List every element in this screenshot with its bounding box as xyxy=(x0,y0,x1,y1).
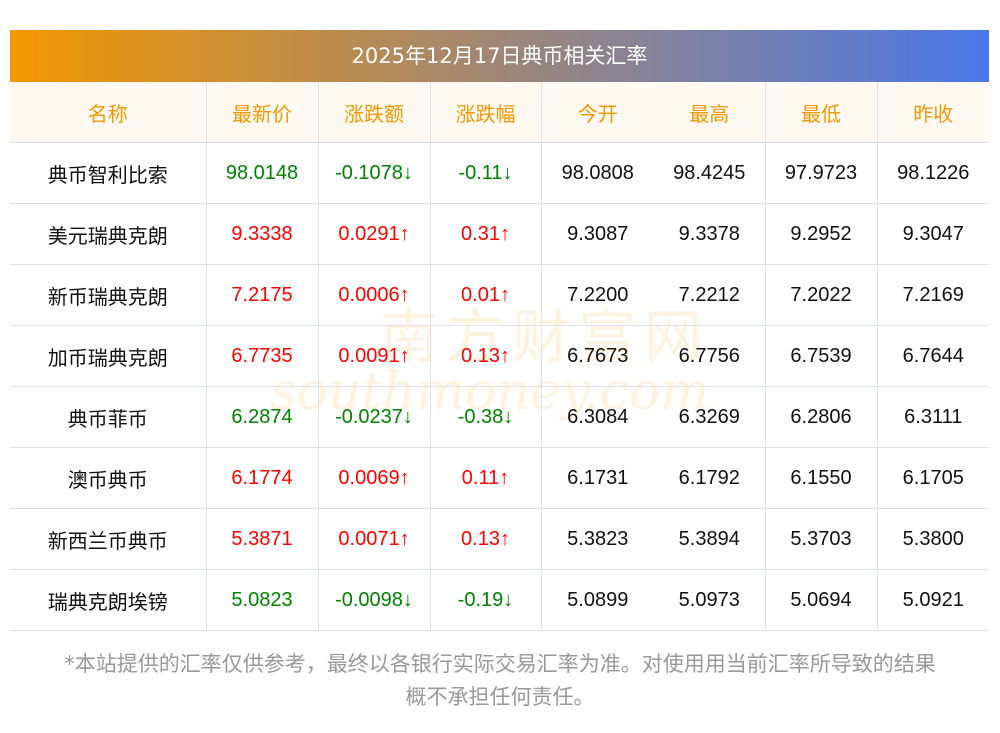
prev-close: 9.3047 xyxy=(876,203,989,265)
column-header-open-price: 今开 xyxy=(540,82,654,143)
change-percent: 0.13↑ xyxy=(429,325,541,387)
table-row: 新西兰币典币 5.3871 0.0071↑ 0.13↑ 5.3823 5.3894 5.37… xyxy=(10,508,989,570)
open-price: 6.7673 xyxy=(540,325,654,387)
column-header-currency-name: 名称 xyxy=(10,82,206,143)
change-amount: 0.0006↑ xyxy=(317,264,430,326)
currency-name: 典币智利比索 xyxy=(10,142,206,204)
change-percent: 0.11↑ xyxy=(429,447,541,509)
high-price: 5.0973 xyxy=(654,569,765,631)
prev-close: 98.1226 xyxy=(876,142,989,204)
currency-name: 美元瑞典克朗 xyxy=(10,203,206,265)
table-row: 典币智利比索 98.0148 -0.1078↓ -0.11↓ 98.0808 98.424… xyxy=(10,142,989,204)
change-percent: -0.19↓ xyxy=(429,569,541,631)
low-price: 9.2952 xyxy=(764,203,877,265)
change-amount: -0.1078↓ xyxy=(317,142,430,204)
latest-price: 6.7735 xyxy=(205,325,318,387)
latest-price: 5.3871 xyxy=(205,508,318,570)
prev-close: 7.2169 xyxy=(876,264,989,326)
change-amount: -0.0237↓ xyxy=(317,386,430,448)
column-header-change-percent: 涨跌幅 xyxy=(429,82,541,143)
disclaimer-line-2: 概不承担任何责任。 xyxy=(405,685,595,709)
disclaimer: *本站提供的汇率仅供参考，最终以各银行实际交易汇率为准。对使用用当前汇率所导致的… xyxy=(0,648,1000,714)
column-header-high-price: 最高 xyxy=(654,82,765,143)
prev-close: 5.3800 xyxy=(876,508,989,570)
change-percent: 0.01↑ xyxy=(429,264,541,326)
currency-name: 新西兰币典币 xyxy=(10,508,206,570)
column-header-change-amount: 涨跌额 xyxy=(317,82,430,143)
table-row: 加币瑞典克朗 6.7735 0.0091↑ 0.13↑ 6.7673 6.7756 6.75… xyxy=(10,325,989,387)
change-amount: 0.0091↑ xyxy=(317,325,430,387)
change-amount: 0.0069↑ xyxy=(317,447,430,509)
open-price: 5.3823 xyxy=(540,508,654,570)
table-row: 典币菲币 6.2874 -0.0237↓ -0.38↓ 6.3084 6.3269 6.28… xyxy=(10,386,989,448)
prev-close: 6.1705 xyxy=(876,447,989,509)
open-price: 5.0899 xyxy=(540,569,654,631)
open-price: 6.1731 xyxy=(540,447,654,509)
table-row: 新币瑞典克朗 7.2175 0.0006↑ 0.01↑ 7.2200 7.2212 7.20… xyxy=(10,264,989,326)
column-header-low-price: 最低 xyxy=(764,82,877,143)
table-row: 澳币典币 6.1774 0.0069↑ 0.11↑ 6.1731 6.1792 6.1550… xyxy=(10,447,989,509)
currency-name: 新币瑞典克朗 xyxy=(10,264,206,326)
disclaimer-line-1: *本站提供的汇率仅供参考，最终以各银行实际交易汇率为准。对使用用当前汇率所导致的… xyxy=(64,652,936,676)
prev-close: 6.3111 xyxy=(876,386,989,448)
low-price: 97.9723 xyxy=(764,142,877,204)
header-row: 名称 最新价 涨跌额 涨跌幅 今开 最高 最低 昨收 xyxy=(10,82,989,143)
high-price: 9.3378 xyxy=(654,203,765,265)
latest-price: 98.0148 xyxy=(205,142,318,204)
low-price: 6.2806 xyxy=(764,386,877,448)
table-title: 2025年12月17日典币相关汇率 xyxy=(10,30,989,82)
open-price: 9.3087 xyxy=(540,203,654,265)
low-price: 6.1550 xyxy=(764,447,877,509)
change-percent: -0.11↓ xyxy=(429,142,541,204)
high-price: 98.4245 xyxy=(654,142,765,204)
low-price: 5.0694 xyxy=(764,569,877,631)
low-price: 5.3703 xyxy=(764,508,877,570)
open-price: 7.2200 xyxy=(540,264,654,326)
change-amount: -0.0098↓ xyxy=(317,569,430,631)
change-percent: -0.38↓ xyxy=(429,386,541,448)
latest-price: 7.2175 xyxy=(205,264,318,326)
low-price: 7.2022 xyxy=(764,264,877,326)
latest-price: 9.3338 xyxy=(205,203,318,265)
rate-table: 名称 最新价 涨跌额 涨跌幅 今开 最高 最低 昨收 典币智利比索 98.0148 -0.1078… xyxy=(10,82,989,631)
high-price: 7.2212 xyxy=(654,264,765,326)
high-price: 6.7756 xyxy=(654,325,765,387)
currency-name: 加币瑞典克朗 xyxy=(10,325,206,387)
rate-table-card: 2025年12月17日典币相关汇率 名称 最新价 涨跌额 涨跌幅 今开 最高 最低 昨收 典币… xyxy=(10,30,989,631)
latest-price: 5.0823 xyxy=(205,569,318,631)
high-price: 6.1792 xyxy=(654,447,765,509)
low-price: 6.7539 xyxy=(764,325,877,387)
change-amount: 0.0291↑ xyxy=(317,203,430,265)
latest-price: 6.1774 xyxy=(205,447,318,509)
change-amount: 0.0071↑ xyxy=(317,508,430,570)
currency-name: 澳币典币 xyxy=(10,447,206,509)
open-price: 6.3084 xyxy=(540,386,654,448)
column-header-latest-price: 最新价 xyxy=(205,82,318,143)
prev-close: 5.0921 xyxy=(876,569,989,631)
column-header-prev-close: 昨收 xyxy=(876,82,989,143)
currency-name: 典币菲币 xyxy=(10,386,206,448)
high-price: 6.3269 xyxy=(654,386,765,448)
change-percent: 0.13↑ xyxy=(429,508,541,570)
open-price: 98.0808 xyxy=(540,142,654,204)
table-row: 瑞典克朗埃镑 5.0823 -0.0098↓ -0.19↓ 5.0899 5.0973 5.… xyxy=(10,569,989,631)
latest-price: 6.2874 xyxy=(205,386,318,448)
currency-name: 瑞典克朗埃镑 xyxy=(10,569,206,631)
change-percent: 0.31↑ xyxy=(429,203,541,265)
prev-close: 6.7644 xyxy=(876,325,989,387)
high-price: 5.3894 xyxy=(654,508,765,570)
table-row: 美元瑞典克朗 9.3338 0.0291↑ 0.31↑ 9.3087 9.3378 9.29… xyxy=(10,203,989,265)
